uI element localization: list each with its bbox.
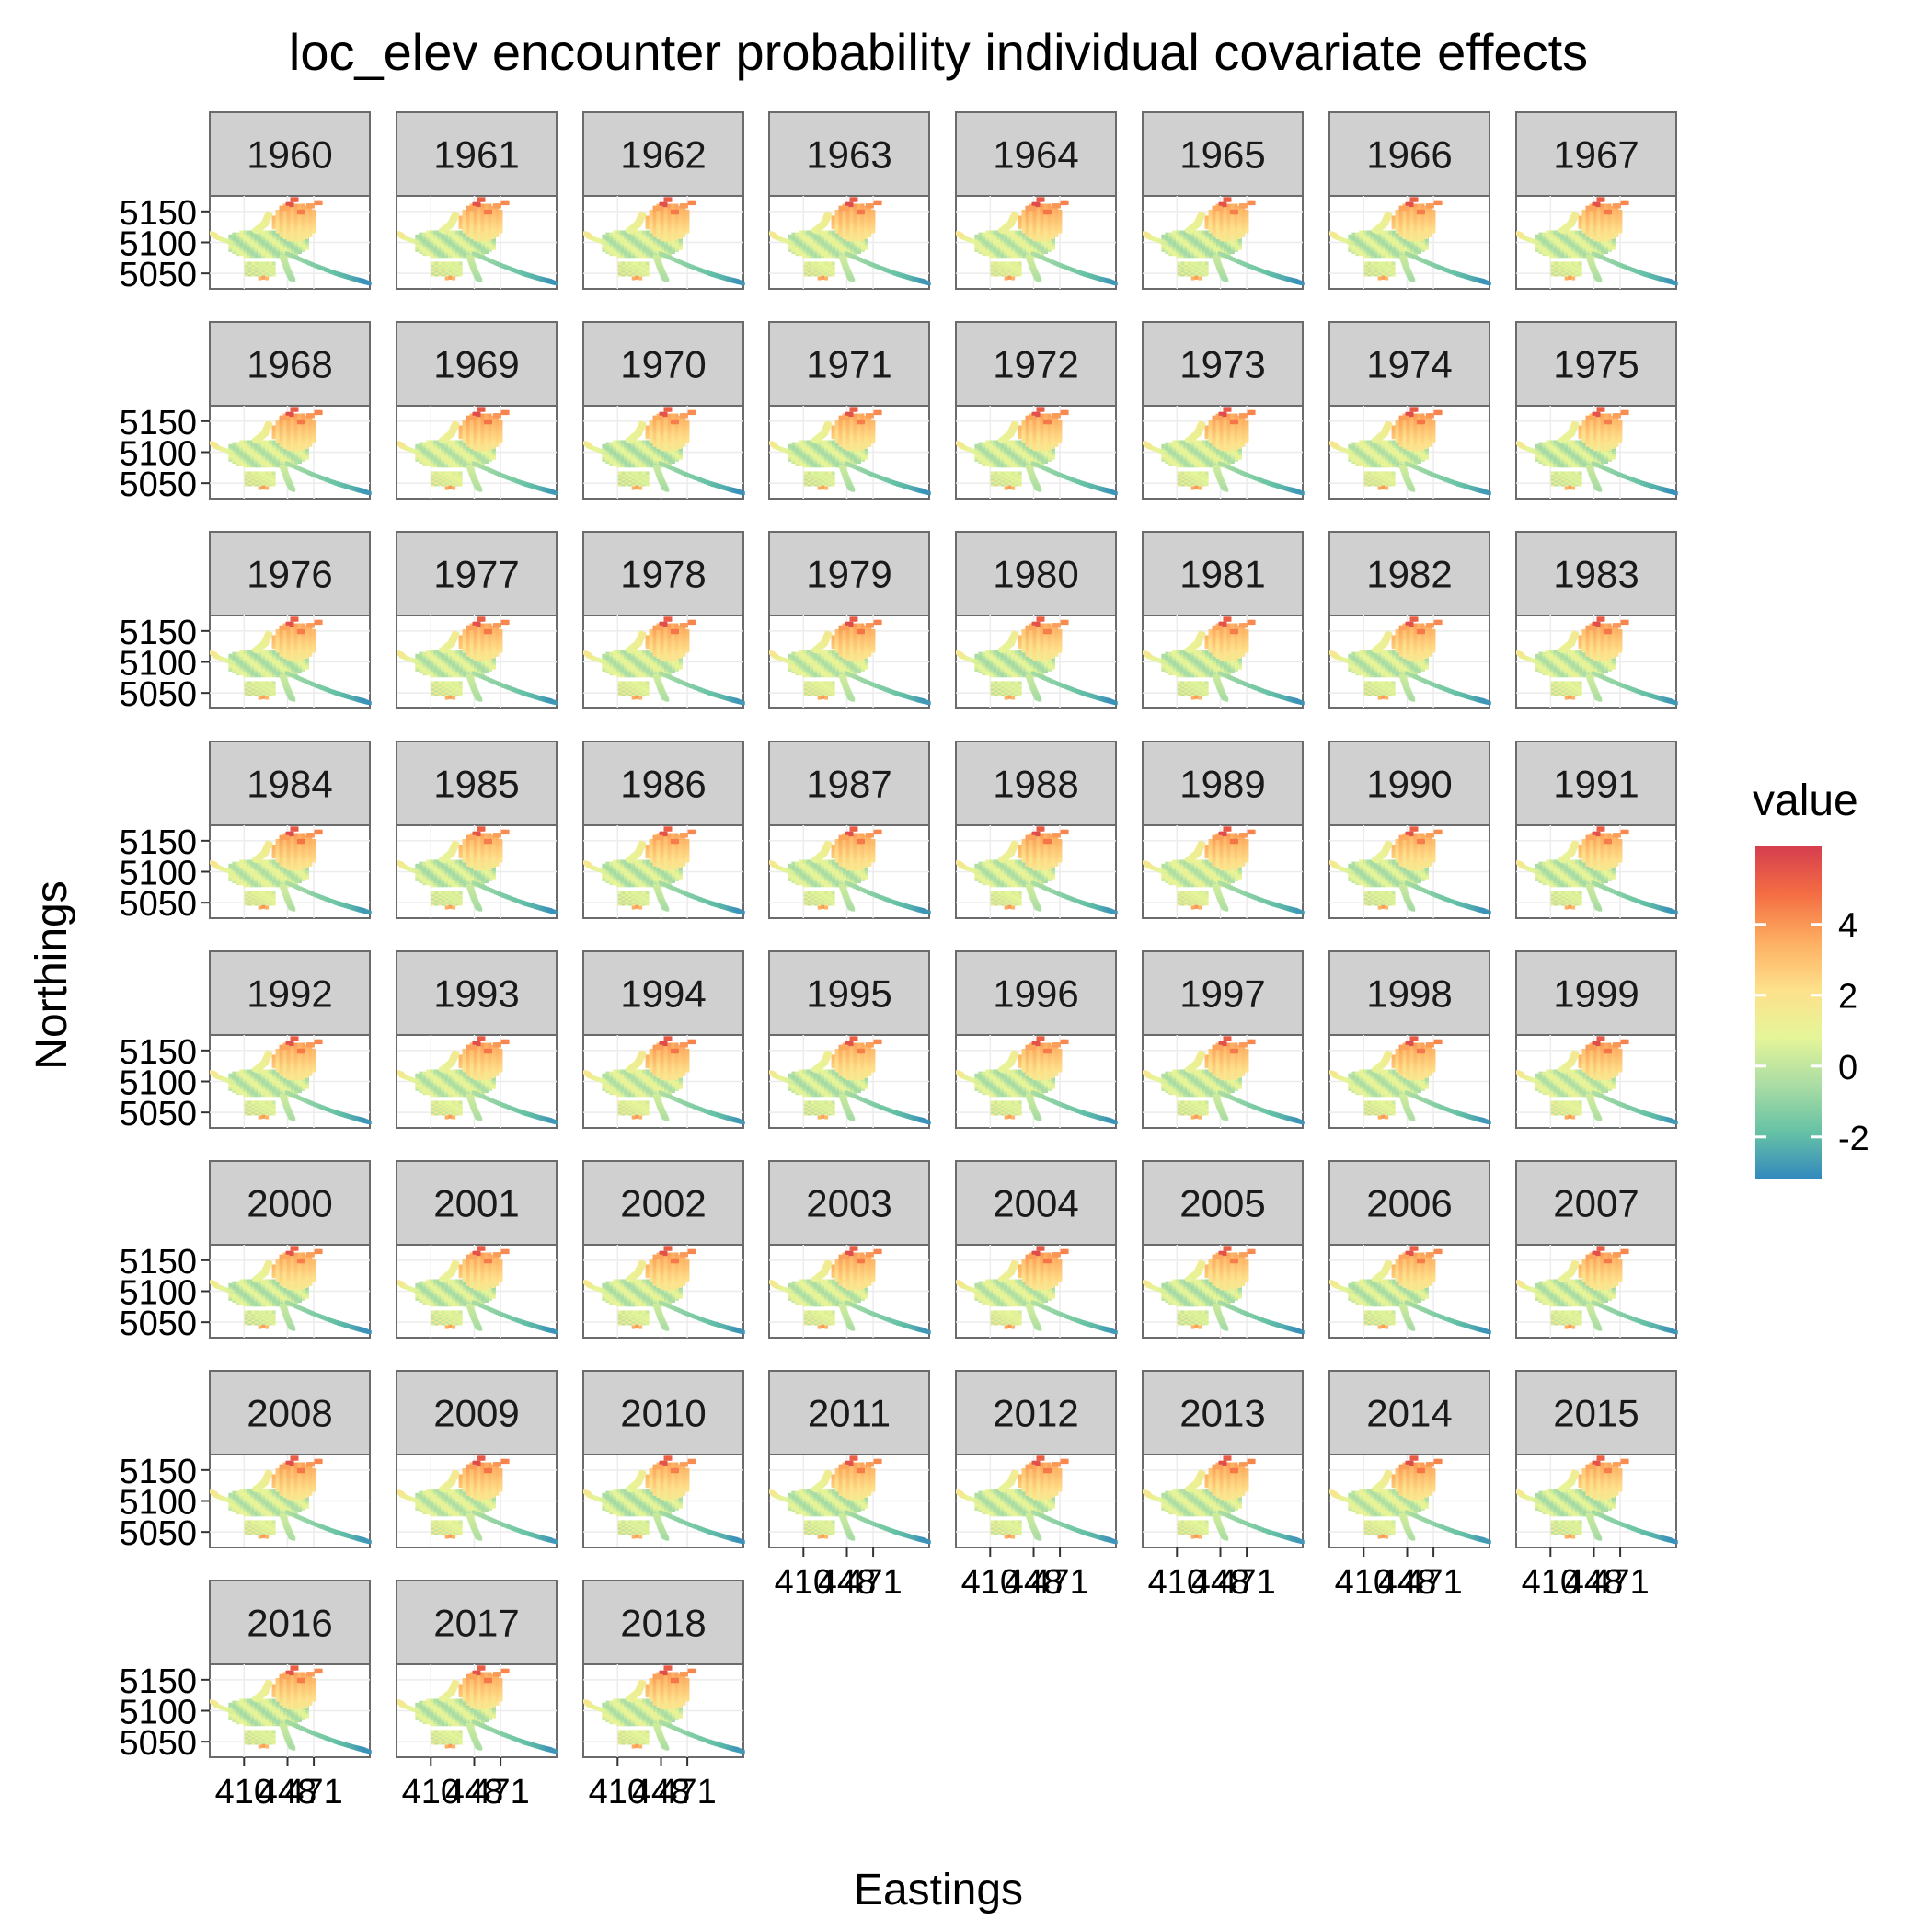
heatmap-tile bbox=[419, 233, 422, 236]
heatmap-tile bbox=[259, 261, 262, 265]
heatmap-tile bbox=[499, 210, 502, 213]
facet-label: 1961 bbox=[433, 133, 519, 177]
heatmap-tile bbox=[498, 204, 501, 208]
heatmap-tile bbox=[481, 199, 485, 202]
heatmap-tile bbox=[261, 261, 265, 265]
heatmap-tile bbox=[269, 230, 272, 234]
heatmap-tile bbox=[286, 207, 290, 211]
heatmap-tile bbox=[452, 230, 455, 234]
heatmap-tile bbox=[399, 233, 403, 236]
heatmap-tile bbox=[243, 230, 247, 234]
heatmap-tile bbox=[236, 233, 239, 236]
heatmap-tile bbox=[251, 261, 255, 265]
heatmap-tile bbox=[247, 230, 250, 234]
chart-title: loc_elev encounter probability individua… bbox=[289, 23, 1588, 81]
heatmap-tile bbox=[265, 230, 269, 234]
heatmap-tile bbox=[480, 204, 484, 208]
heatmap-tile bbox=[442, 261, 445, 265]
heatmap-tile bbox=[422, 233, 426, 236]
heatmap-tile bbox=[431, 261, 435, 265]
heatmap-tile bbox=[473, 207, 477, 211]
heatmap-tile bbox=[438, 261, 442, 265]
heatmap-tile bbox=[293, 204, 297, 208]
heatmap-tile bbox=[276, 210, 280, 213]
y-axis-label: Northings bbox=[28, 880, 76, 1069]
heatmap-tile bbox=[272, 230, 276, 234]
heatmap-tile bbox=[433, 230, 437, 234]
heatmap-tile bbox=[477, 203, 480, 207]
heatmap-tile bbox=[506, 201, 510, 205]
heatmap-tile bbox=[445, 261, 449, 265]
heatmap-tile bbox=[239, 230, 243, 234]
heatmap-tile bbox=[463, 210, 466, 213]
heatmap-tile bbox=[435, 261, 439, 265]
heatmap-tile bbox=[232, 233, 236, 236]
heatmap-tile bbox=[319, 201, 323, 205]
y-tick-label: 5050 bbox=[119, 256, 197, 294]
heatmap-tile bbox=[484, 204, 488, 208]
heatmap-tile bbox=[302, 211, 305, 214]
heatmap-tile bbox=[445, 277, 449, 281]
heatmap-tile bbox=[368, 282, 372, 285]
heatmap-tile bbox=[489, 211, 492, 214]
heatmap-tile bbox=[228, 235, 232, 238]
heatmap-tile bbox=[426, 230, 430, 234]
heatmap-tile bbox=[297, 204, 301, 208]
heatmap-tile bbox=[259, 277, 262, 281]
heatmap-tile bbox=[488, 204, 491, 208]
heatmap-tile bbox=[459, 261, 463, 265]
heatmap-tile bbox=[312, 210, 316, 213]
heatmap-tile bbox=[415, 235, 419, 238]
facet-panels: 19605150510050501961 1962 1963 1964 1965 1966… bbox=[119, 112, 1677, 1811]
heatmap-tile bbox=[265, 261, 269, 265]
heatmap-tile bbox=[455, 261, 459, 265]
facet-panel: 1960515051005050 bbox=[119, 112, 371, 294]
heatmap-tile bbox=[459, 230, 463, 234]
heatmap-tile bbox=[245, 261, 248, 265]
heatmap-tile bbox=[255, 261, 259, 265]
heatmap-tile bbox=[269, 261, 272, 265]
heatmap-tile bbox=[448, 261, 452, 265]
heatmap-tile bbox=[452, 277, 455, 281]
heatmap-tile bbox=[269, 213, 272, 216]
heatmap-tile bbox=[311, 204, 315, 208]
heatmap-tile bbox=[292, 279, 295, 282]
heatmap-tile bbox=[294, 199, 298, 202]
heatmap-tile bbox=[555, 282, 558, 285]
heatmap-tile bbox=[248, 261, 252, 265]
heatmap-tile bbox=[452, 261, 455, 265]
heatmap-tile bbox=[272, 261, 276, 265]
heatmap-tile bbox=[261, 276, 265, 280]
heatmap-tile bbox=[290, 203, 293, 207]
heatmap-tile bbox=[265, 277, 269, 281]
heatmap-tile bbox=[430, 230, 433, 234]
heatmap-tile bbox=[213, 233, 216, 236]
heatmap-tile bbox=[448, 276, 452, 280]
heatmap-tile bbox=[455, 230, 459, 234]
x-axis-label: Eastings bbox=[854, 1866, 1023, 1915]
facet-panel: 1961 bbox=[397, 112, 558, 289]
heatmap-tile bbox=[301, 204, 305, 208]
facet-label: 1960 bbox=[247, 133, 332, 177]
